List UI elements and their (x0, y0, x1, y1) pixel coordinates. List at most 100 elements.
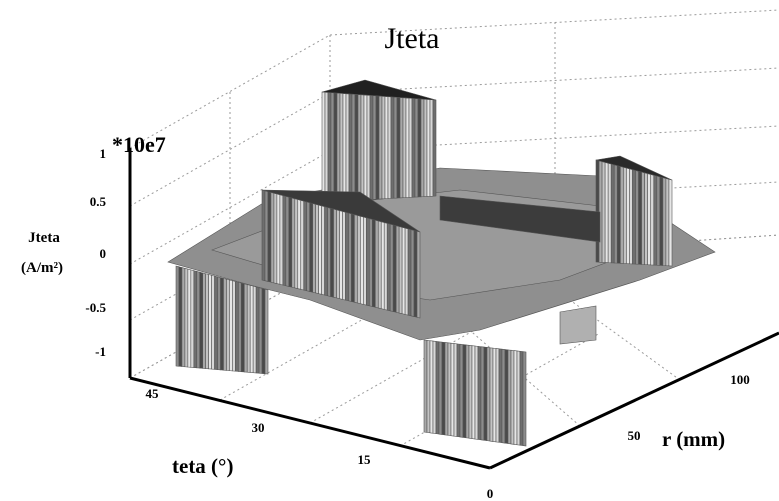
surface-wall-left-raised (294, 198, 299, 289)
surface-wall-front-left (226, 278, 230, 371)
surface-wall-front-left (255, 286, 260, 374)
surface-wall-front-center (432, 340, 437, 434)
surface-wall-back-tall (414, 98, 419, 198)
surface-wall-right (613, 164, 618, 264)
x-tick-label: 0 (487, 486, 494, 501)
surface-wall-left-raised (303, 200, 308, 292)
surface-wall-right (644, 172, 648, 266)
surface-wall-left-raised (404, 227, 409, 316)
surface-wall-left-raised (369, 218, 373, 307)
surface-wall-left-raised (285, 195, 290, 287)
surface-wall-front-left (214, 275, 218, 370)
surface-wall-back-tall (369, 95, 374, 200)
surface-wall-front-center (459, 343, 464, 438)
surface-wall-front-center (498, 348, 503, 444)
surface-wall-front-left (205, 273, 209, 370)
surface-wall-left-raised (354, 214, 358, 304)
surface-wall-left-raised (389, 223, 394, 312)
surface-wall-left-raised (270, 191, 275, 284)
surface-wall-front-center (492, 347, 497, 443)
surface-wall-back-tall (429, 99, 434, 197)
surface-wall-left-raised (339, 210, 343, 300)
surface-wall-back-tall-top (321, 79, 437, 101)
z-axis-label-line2: (A/m²) (21, 260, 63, 276)
surface-wall-back-tall (423, 98, 428, 197)
surface-wall-back-tall (345, 93, 350, 202)
surface-wall-front-left (208, 274, 212, 370)
surface-wall-front-left (252, 285, 257, 374)
surface-wall-back-tall (348, 93, 353, 201)
surface-wall-right (604, 162, 609, 263)
surface-wall-right (607, 162, 612, 264)
surface-wall-left-raised (380, 221, 385, 310)
surface-wall-left-raised (407, 228, 412, 317)
surface-wall-back-tall (357, 94, 362, 201)
surface-wall-front-left (178, 266, 183, 367)
surface-wall-left-raised (330, 207, 334, 298)
surface-wall-front-center (435, 341, 440, 435)
surface-wall-left-raised (392, 224, 397, 313)
surface-wall-back-tall (405, 97, 410, 198)
z-tick-label: -1 (95, 344, 106, 359)
surface-wall-left-raised (377, 220, 382, 310)
surface-wall-front-left (187, 268, 192, 368)
surface-wall-front-center (447, 342, 452, 437)
surface-wall-right (610, 163, 615, 264)
surface-wall-front-center (474, 345, 479, 440)
surface-wall-front-center (504, 349, 509, 444)
surface-wall-right (595, 159, 600, 263)
y-axis-line (489, 331, 779, 470)
grid-line (529, 270, 681, 381)
surface-wall-back-tall (321, 91, 326, 203)
surface-wall-right (635, 170, 639, 265)
surface-wall-front-center (522, 351, 527, 447)
surface-wall-left-raised (336, 209, 340, 300)
z-axis-label-line1: Jteta (28, 230, 60, 246)
x-tick-label: 15 (358, 452, 372, 467)
surface-wall-back-tall (339, 92, 344, 202)
surface-wall-right (662, 177, 667, 266)
surface-wall-left-raised (291, 197, 296, 289)
surface-wall-front-left (190, 269, 195, 368)
surface-wall-front-center (441, 341, 446, 436)
grid-line (129, 92, 331, 207)
surface-wall-left-raised (416, 230, 421, 319)
surface-wall-left-raised (264, 190, 269, 282)
surface-wall-right (668, 178, 673, 267)
surface-wall-left-raised (386, 222, 391, 312)
surface-wall-back-tall (396, 96, 401, 199)
x-axis-label: teta (°) (172, 454, 233, 478)
surface-wall-front-left (229, 279, 233, 372)
surface-wall-front-left (232, 280, 236, 372)
surface-wall-back-tall (408, 97, 413, 198)
surface-wall-back-tall (390, 96, 395, 199)
surface-wall-left-raised (351, 213, 355, 303)
surface-wall-front-left (258, 287, 263, 374)
surface-wall-front-left (223, 277, 227, 371)
surface-wall-left-raised (276, 193, 281, 285)
surface-ridge (439, 195, 601, 243)
surface-wall-left-raised (321, 205, 325, 296)
surface-wall-front-center (480, 346, 485, 441)
multiplier-label: *10e7 (112, 132, 166, 157)
surface-wall-back-tall (363, 94, 368, 201)
y-tick-labels: 50 100 (628, 372, 750, 443)
surface-wall-left-raised (267, 191, 272, 283)
surface-wall-left-raised (273, 192, 278, 284)
surface-wall-front-center (519, 350, 524, 446)
grid-line (129, 34, 331, 149)
surface-wall-left-raised (327, 207, 331, 297)
surface-wall-front-left (175, 265, 180, 367)
surface-wall-front-center (495, 348, 500, 443)
surface-wall-front-left (181, 267, 186, 368)
surface-wall-front-center (426, 340, 431, 434)
surface-wall-front-center (444, 342, 449, 436)
surface-notch (559, 305, 597, 345)
surface-wall-front-center (456, 343, 461, 438)
surface-wall-back-tall (336, 92, 341, 202)
surface-wall-front-left (217, 276, 221, 371)
surface-wall-left-raised (315, 203, 319, 295)
surface-wall-front-center (450, 342, 455, 437)
surface-wall-back-tall (330, 92, 335, 202)
